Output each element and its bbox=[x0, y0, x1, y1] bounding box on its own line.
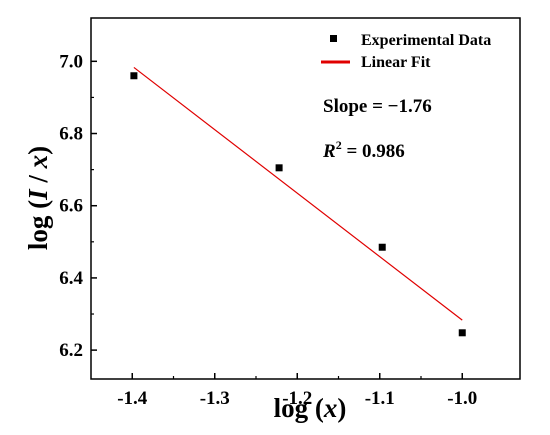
x-tick-label: -1.3 bbox=[200, 388, 230, 409]
y-tick-label: 6.8 bbox=[59, 124, 83, 145]
y-tick-label: 6.2 bbox=[59, 340, 83, 361]
x-tick-label: -1.4 bbox=[117, 388, 148, 409]
x-tick-label: -1.2 bbox=[282, 388, 312, 409]
data-point bbox=[458, 329, 466, 337]
x-axis-title: log (x) bbox=[274, 393, 347, 423]
plot-area-frame bbox=[90, 17, 521, 380]
legend-marker-experimental bbox=[330, 35, 337, 42]
data-point bbox=[378, 243, 386, 251]
legend-label-fit: Linear Fit bbox=[361, 54, 431, 71]
legend-label-experimental: Experimental Data bbox=[361, 32, 491, 49]
data-point bbox=[130, 72, 138, 80]
x-axis-ticks: -1.4 -1.3 -1.2 -1.1 -1.0 bbox=[117, 373, 477, 409]
legend: Experimental Data Linear Fit bbox=[321, 32, 491, 71]
data-points-layer bbox=[130, 72, 466, 337]
y-tick-label: 7.0 bbox=[59, 51, 83, 72]
slope-annotation: Slope = −1.76 bbox=[323, 96, 432, 117]
y-tick-label: 6.4 bbox=[59, 268, 83, 289]
y-axis-title: log (I / x) bbox=[23, 146, 53, 250]
y-tick-label: 6.6 bbox=[59, 196, 83, 217]
data-point bbox=[275, 164, 283, 172]
linear-fit-line bbox=[133, 66, 463, 321]
x-tick-label: -1.0 bbox=[447, 388, 477, 409]
x-tick-label: -1.1 bbox=[365, 388, 395, 409]
r-squared-annotation: R2 = 0.986 bbox=[322, 138, 405, 162]
fit-line-layer bbox=[133, 66, 463, 321]
y-axis-ticks: 6.2 6.4 6.6 6.8 7.0 bbox=[59, 51, 97, 361]
